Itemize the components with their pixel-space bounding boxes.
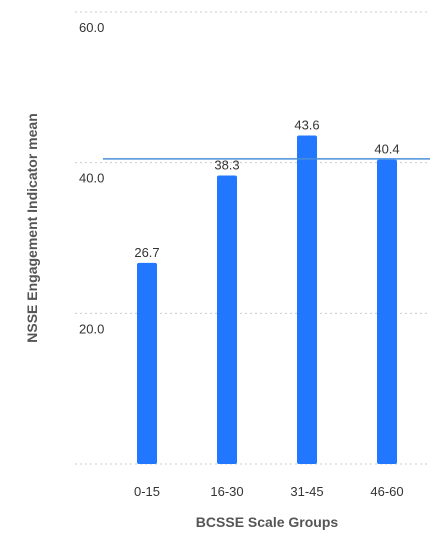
bar [217,175,237,464]
bar-value-label: 38.3 [214,157,239,172]
labels-layer: 20.0 40.0 60.0 26.7 38.3 43.6 40.4 0-15 16-30 31-… [79,20,404,499]
bar-value-label: 40.4 [374,142,399,157]
bar [377,159,397,465]
x-tick-label: 16-30 [210,484,243,499]
bar [137,262,157,464]
x-tick-label: 0-15 [134,484,160,499]
bars-layer [137,135,397,465]
x-tick-label: 31-45 [290,484,323,499]
y-axis-title: NSSE Engagement Indicator mean [24,113,40,343]
y-tick-label: 60.0 [79,20,104,35]
y-tick-label: 40.0 [79,171,104,186]
bar [297,135,317,464]
x-axis-title: BCSSE Scale Groups [196,514,339,530]
grid-layer [75,11,430,465]
bar-value-label: 26.7 [134,245,159,260]
y-tick-label: 20.0 [79,321,104,336]
x-tick-label: 46-60 [370,484,403,499]
bar-value-label: 43.6 [294,118,319,133]
